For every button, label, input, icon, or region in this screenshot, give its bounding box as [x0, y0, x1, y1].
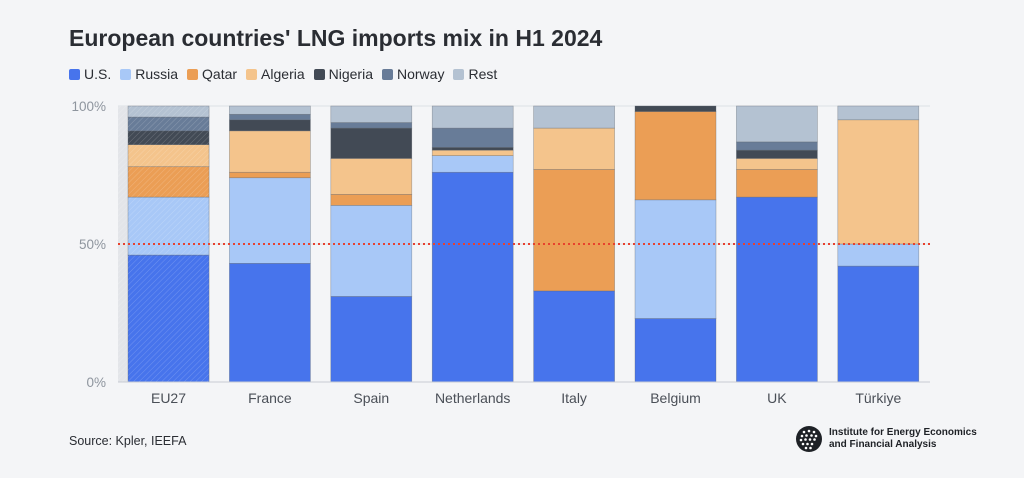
bar-segment-norway [736, 141, 818, 151]
bar-segment-rest [330, 105, 413, 123]
x-tick-label: EU27 [151, 390, 186, 406]
legend-label: Rest [468, 66, 498, 82]
legend-swatch [120, 68, 132, 80]
bar-segment-nigeria [634, 105, 717, 112]
legend-swatch [69, 68, 80, 80]
legend-item-algeria: Algeria [246, 66, 305, 82]
bar-segment-norway [330, 122, 413, 129]
bar-segment-nigeria [736, 149, 818, 159]
bar-segment-algeria [533, 127, 615, 170]
bar-segment-hatch [128, 197, 209, 256]
bar-segment-rest [431, 105, 514, 129]
bar-segment-qatar [533, 169, 615, 292]
bar-segment-norway [229, 113, 311, 121]
x-tick-label: Türkiye [855, 390, 901, 406]
legend-swatch [313, 68, 325, 80]
bar-segment-rest [229, 105, 311, 115]
bar-segment-qatar [330, 194, 413, 206]
bar-segment-u-s [736, 196, 818, 383]
y-tick-label: 0% [86, 375, 106, 390]
x-tick-label: Belgium [650, 390, 701, 406]
bar-segment-hatch [128, 166, 209, 198]
legend-item-nigeria: Nigeria [313, 66, 373, 82]
bar-segment-russia [229, 177, 311, 264]
globe-icon [796, 426, 822, 452]
bar-segment-rest [736, 105, 818, 143]
legend-item-qatar: Qatar [187, 66, 237, 82]
bar-segment-algeria [431, 149, 514, 156]
bar-segment-nigeria [229, 119, 311, 132]
bar-segment-hatch [128, 106, 209, 118]
bar-segment-rest [837, 105, 920, 121]
legend-label: U.S. [84, 66, 112, 82]
bar-segment-russia [634, 199, 717, 319]
x-tick-label: Italy [561, 390, 587, 406]
bar-segment-russia [330, 205, 413, 297]
ieefa-logo: Institute for Energy Economics and Finan… [795, 425, 977, 453]
bar-segment-hatch [128, 144, 209, 167]
legend-label: Qatar [202, 66, 238, 82]
bar-segment-nigeria [330, 127, 413, 159]
y-tick-label: 50% [79, 237, 106, 252]
bar-segment-qatar [634, 111, 717, 201]
bar-segment-u-s [229, 263, 311, 383]
bar-segment-algeria [736, 158, 818, 170]
bar-segment-u-s [330, 296, 413, 383]
x-tick-label: Netherlands [435, 390, 511, 406]
legend-item-norway: Norway [382, 66, 444, 82]
chart-legend: U.S. Russia Qatar Algeria Nigeria Norway Rest [69, 66, 506, 82]
source-note: Source: Kpler, IEEFA [69, 434, 187, 448]
bar-segment-russia [431, 155, 514, 173]
legend-swatch [382, 68, 393, 80]
x-tick-label: Spain [353, 390, 389, 406]
bar-segment-rest [533, 105, 615, 129]
y-tick-label: 100% [71, 99, 106, 114]
bar-segment-u-s [431, 171, 514, 383]
bar-segment-u-s [533, 290, 615, 383]
bar-segment-hatch [128, 130, 209, 145]
bar-segment-algeria [330, 158, 413, 195]
bar-segment-qatar [736, 169, 818, 198]
bar-segment-hatch [128, 255, 209, 382]
x-tick-label: UK [767, 390, 787, 406]
legend-label: Algeria [261, 66, 305, 82]
legend-item-russia: Russia [120, 66, 178, 82]
legend-label: Nigeria [328, 66, 373, 82]
legend-swatch [187, 68, 199, 80]
legend-label: Russia [135, 66, 179, 82]
bar-segment-hatch [128, 117, 209, 131]
legend-item-u-s: U.S. [69, 66, 111, 82]
x-tick-label: France [248, 390, 292, 406]
bar-segment-algeria [229, 130, 311, 173]
bar-segment-nigeria [431, 147, 514, 151]
logo-line-2: and Financial Analysis [829, 439, 937, 450]
legend-label: Norway [397, 66, 445, 82]
legend-swatch [246, 68, 258, 80]
bar-segment-russia [837, 243, 920, 267]
bar-segment-u-s [837, 265, 920, 383]
logo-line-1: Institute for Energy Economics [829, 427, 977, 438]
legend-item-rest: Rest [453, 66, 497, 82]
chart-title: European countries' LNG imports mix in H… [69, 25, 603, 51]
bar-segment-qatar [229, 171, 311, 179]
bar-segment-algeria [837, 119, 920, 245]
bar-segment-u-s [634, 318, 717, 383]
bar-segment-norway [431, 127, 514, 148]
legend-swatch [453, 68, 465, 80]
